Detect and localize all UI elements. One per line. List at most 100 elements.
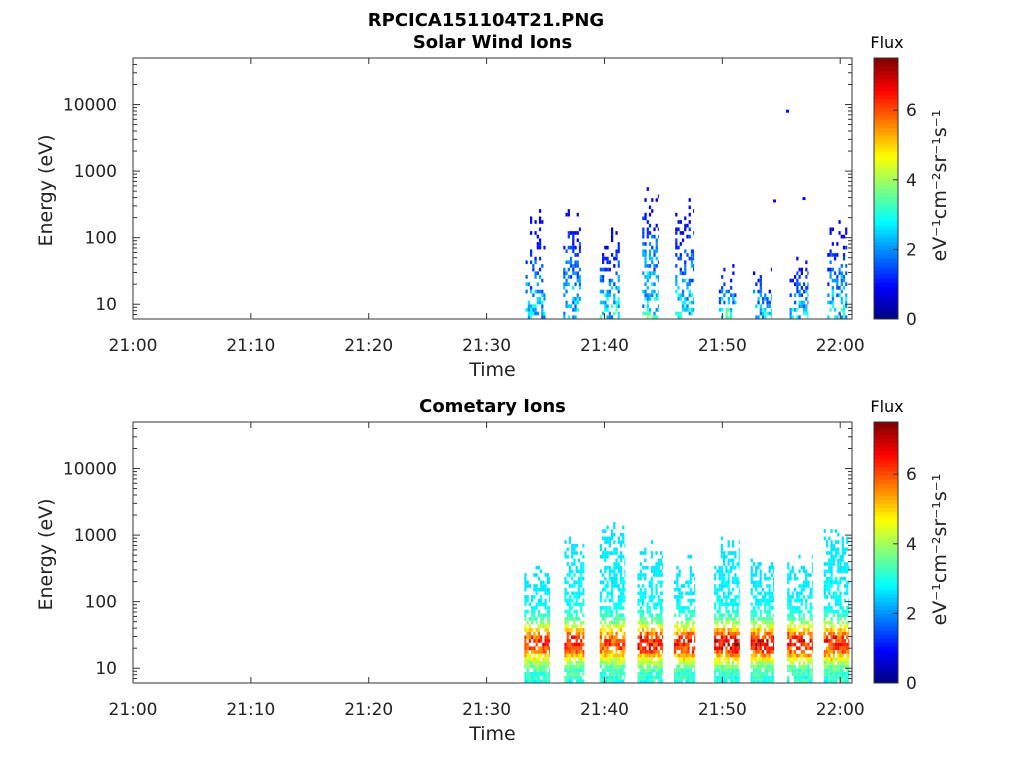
data-cell xyxy=(832,631,835,636)
data-cell xyxy=(798,591,801,596)
data-cell xyxy=(642,253,645,257)
data-cell xyxy=(653,573,656,577)
data-cell xyxy=(533,639,536,643)
data-cell xyxy=(679,231,682,235)
data-cell xyxy=(837,631,840,636)
data-cell xyxy=(602,256,605,261)
colorbar-step xyxy=(874,127,898,132)
data-cell xyxy=(828,576,831,581)
data-cell xyxy=(574,315,577,319)
data-cell xyxy=(688,311,691,316)
data-cell xyxy=(615,642,618,647)
data-cell xyxy=(571,617,574,621)
data-cell xyxy=(526,661,529,665)
data-cell xyxy=(615,573,618,577)
data-cell xyxy=(716,661,719,665)
data-cell xyxy=(659,679,663,683)
data-cell xyxy=(805,311,808,316)
colorbar-step xyxy=(874,184,898,189)
data-cell xyxy=(622,595,625,599)
data-cell xyxy=(533,606,536,610)
data-cell xyxy=(755,584,758,588)
data-cell xyxy=(577,591,581,596)
data-cell xyxy=(680,595,683,599)
data-cell xyxy=(655,198,658,202)
data-cell xyxy=(604,613,607,618)
data-cell xyxy=(622,613,625,618)
data-cell xyxy=(679,256,682,261)
data-cell xyxy=(610,639,614,643)
data-cell xyxy=(608,679,611,683)
data-cell xyxy=(732,609,735,614)
data-cell xyxy=(644,639,647,643)
data-cell xyxy=(639,595,642,599)
data-cell xyxy=(716,587,719,592)
data-cell xyxy=(615,308,618,312)
data-cell xyxy=(542,664,545,669)
data-cell xyxy=(833,256,837,261)
data-cell xyxy=(759,591,762,596)
data-cell xyxy=(648,580,651,585)
data-cell xyxy=(716,569,719,574)
data-cell xyxy=(678,675,681,680)
data-cell xyxy=(657,573,660,577)
data-cell xyxy=(651,209,654,213)
data-cell xyxy=(720,602,724,607)
data-cell xyxy=(532,264,535,268)
data-cell xyxy=(676,565,679,570)
data-cell xyxy=(720,576,724,581)
data-cell xyxy=(524,635,527,640)
colorbar-step xyxy=(874,475,898,480)
data-cell xyxy=(830,639,833,643)
data-cell xyxy=(542,650,545,654)
data-cell xyxy=(613,635,616,640)
data-cell xyxy=(608,536,611,541)
data-cell xyxy=(738,602,740,607)
data-cell xyxy=(755,672,758,676)
data-cell xyxy=(727,540,730,544)
data-cell xyxy=(578,227,581,232)
data-cell xyxy=(577,576,581,581)
data-cell xyxy=(613,293,616,298)
data-cell xyxy=(613,624,616,629)
data-cell xyxy=(676,653,679,658)
data-cell xyxy=(646,628,649,632)
data-cell xyxy=(761,308,765,312)
data-cell xyxy=(848,598,850,603)
data-cell xyxy=(650,587,654,592)
data-cell xyxy=(659,609,663,614)
data-cell xyxy=(848,653,850,658)
data-cell xyxy=(571,562,574,566)
data-cell xyxy=(725,602,728,607)
data-cell xyxy=(682,657,686,662)
data-cell xyxy=(720,580,724,585)
data-cell xyxy=(727,595,730,599)
data-cell xyxy=(608,628,611,632)
colorbar-step xyxy=(874,670,898,676)
data-cell xyxy=(577,672,581,676)
data-cell xyxy=(759,562,762,566)
data-cell xyxy=(727,650,730,654)
data-cell xyxy=(574,264,577,268)
data-cell xyxy=(736,657,739,662)
data-cell xyxy=(752,631,756,636)
data-cell xyxy=(676,598,679,603)
data-cell xyxy=(837,580,840,585)
data-cell xyxy=(843,609,847,614)
data-cell xyxy=(548,639,550,643)
data-cell xyxy=(655,297,658,301)
data-cell xyxy=(651,289,654,294)
data-cell xyxy=(641,657,645,662)
data-cell xyxy=(538,297,542,301)
x-tick-label: 21:00 xyxy=(109,336,158,356)
data-cell xyxy=(770,598,774,603)
data-cell xyxy=(615,679,618,683)
data-cell xyxy=(580,606,583,610)
data-cell xyxy=(576,253,579,257)
data-cell xyxy=(608,282,611,287)
data-cell xyxy=(615,664,618,669)
data-cell xyxy=(798,293,801,298)
data-cell xyxy=(619,573,623,577)
data-cell xyxy=(622,624,625,629)
data-cell xyxy=(602,260,605,265)
